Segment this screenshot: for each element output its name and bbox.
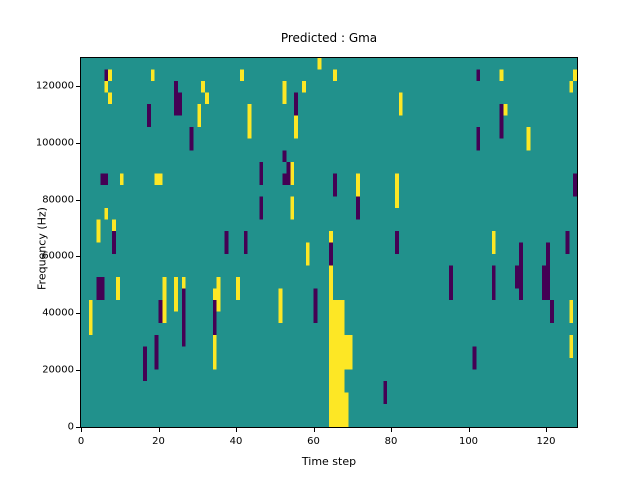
x-tick-label: 60 [307,436,320,447]
x-tick-mark [81,428,82,432]
x-tick-mark [158,428,160,432]
y-tick-label: 120000 [35,80,74,92]
x-tick-label: 100 [458,436,479,447]
x-tick-mark [313,428,315,432]
y-tick-mark [76,142,80,144]
y-tick-mark [76,199,80,201]
chart-title: Predicted : Gma [280,31,378,45]
y-tick-mark [76,427,80,428]
x-tick-mark [546,428,547,432]
x-tick-mark [468,428,470,432]
x-tick-mark [236,428,237,432]
y-tick-label: 40000 [42,307,74,319]
x-tick-mark [391,428,392,432]
x-tick-label: 0 [77,436,85,447]
x-axis-label: Time step [301,455,357,468]
heatmap-axes[interactable] [80,57,578,428]
x-tick-label: 80 [384,436,398,447]
heatmap-image [81,58,577,427]
x-tick-label: 40 [229,436,243,447]
x-tick-label: 120 [536,436,556,447]
y-tick-label: 0 [67,421,74,433]
y-tick-label: 100000 [35,137,74,149]
y-tick-label: 20000 [42,364,74,376]
y-tick-label: 80000 [42,194,74,206]
y-axis-label: Frequency (Hz) [35,207,49,290]
y-tick-mark [76,313,80,315]
y-tick-mark [76,370,80,372]
x-tick-label: 20 [152,436,165,447]
y-tick-mark [76,85,80,87]
y-tick-mark [76,256,80,258]
y-tick-label: 60000 [42,250,74,262]
